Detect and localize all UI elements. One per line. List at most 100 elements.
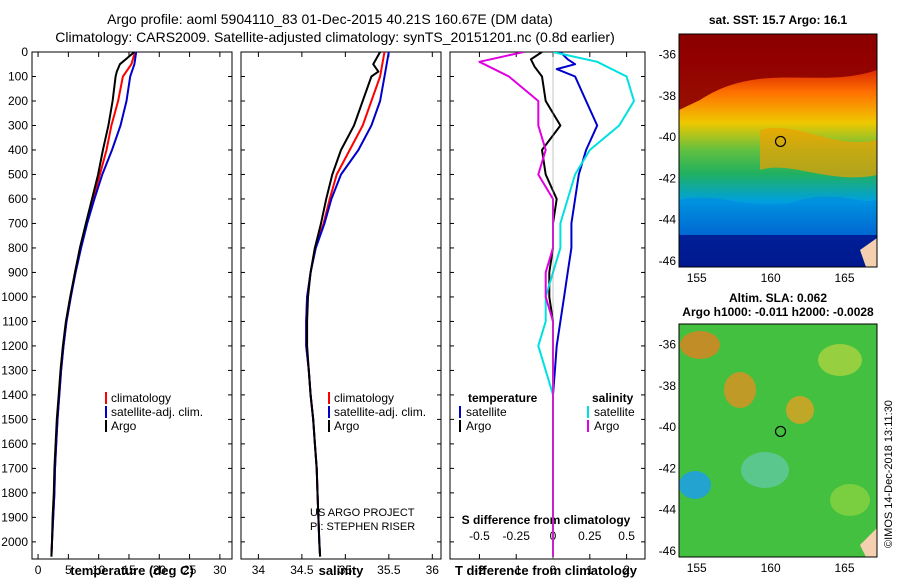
depth-tick-label: 0 (21, 45, 28, 59)
x-tick-label: -1 (511, 563, 522, 577)
legend-t-satellite-label: satellite (466, 405, 507, 419)
s-tick-label: -0.25 (503, 529, 531, 543)
sla-lon-labels: 155 160 165 (687, 561, 855, 575)
lat-tick-label: -46 (659, 544, 677, 558)
sst-warm-tongue (760, 127, 877, 178)
lon-tick-label: 160 (761, 561, 781, 575)
temperature-x-ticks: 0 5 10 15 20 25 30 (35, 52, 227, 577)
series-line-argo (306, 52, 381, 557)
x-tick-label: 36 (426, 563, 440, 577)
x-tick-label: 15 (122, 563, 136, 577)
lat-tick-label: -44 (659, 213, 677, 227)
lat-tick-label: -42 (659, 171, 677, 185)
x-tick-label: 35 (339, 563, 353, 577)
depth-tick-label: 1800 (1, 486, 28, 500)
sla-mid-blob (830, 484, 870, 516)
depth-tick-label: 1900 (1, 510, 28, 524)
x-tick-label: 30 (213, 563, 227, 577)
x-tick-label: -2 (474, 563, 485, 577)
legend-t-argo-label: Argo (466, 419, 492, 433)
lat-tick-label: -38 (659, 89, 677, 103)
sst-map (678, 33, 878, 268)
depth-tick-label: 1000 (1, 290, 28, 304)
imos-timestamp: ©IMOS 14-Dec-2018 13:11:30 (883, 400, 895, 548)
sst-warm-region (679, 34, 877, 110)
sla-high-blob (680, 331, 720, 359)
depth-tick-label: 500 (8, 167, 28, 181)
figure-title-line1: Argo profile: aoml 5904110_83 01-Dec-201… (107, 11, 553, 27)
legend-climatology-label: climatology (334, 391, 394, 405)
s-tick-label: -0.5 (469, 529, 490, 543)
s-tick-label: 0.25 (578, 529, 602, 543)
temperature-xlabel: temperature (deg C) (70, 563, 194, 578)
figure-title-line2: Climatology: CARS2009. Satellite-adjuste… (55, 29, 615, 45)
x-tick-label: 5 (65, 563, 72, 577)
x-tick-label: 20 (153, 563, 167, 577)
lon-tick-label: 155 (687, 271, 707, 285)
lat-tick-label: -40 (659, 130, 677, 144)
credit-project: US ARGO PROJECT (310, 507, 415, 519)
depth-axis-ticks (32, 51, 645, 543)
legend-temperature-heading: temperature (468, 391, 538, 405)
sla-float-marker (774, 425, 787, 438)
legend-satellite-label: satellite-adj. clim. (111, 405, 203, 419)
difference-series (478, 52, 635, 559)
x-tick-label: 34.5 (290, 563, 314, 577)
legend-satellite-label: satellite-adj. clim. (334, 405, 426, 419)
salinity-legend: climatology satellite-adj. clim. Argo (328, 391, 426, 433)
lon-tick-label: 160 (761, 271, 781, 285)
sla-land (860, 528, 877, 557)
sst-float-marker (774, 135, 787, 148)
sst-map-title: sat. SST: 15.7 Argo: 16.1 (709, 13, 848, 27)
depth-tick-label: 2000 (1, 535, 28, 549)
sst-cool-band (679, 196, 877, 235)
x-tick-label: 0 (550, 563, 557, 577)
difference-xlabel: T difference from climatology (455, 563, 638, 578)
sst-cold-region (679, 235, 877, 267)
depth-tick-label: 1300 (1, 363, 28, 377)
lon-tick-label: 165 (834, 271, 854, 285)
sla-high-blob (724, 372, 756, 408)
depth-tick-label: 100 (8, 69, 28, 83)
difference-s-ticks: -0.5 -0.25 0 0.25 0.5 (469, 529, 635, 543)
depth-tick-label: 1400 (1, 388, 28, 402)
depth-axis-labels: 0 100 200 300 400 500 600 700 800 900 1000 1100 1200… (1, 45, 28, 549)
x-tick-label: 0 (35, 563, 42, 577)
temperature-series (50, 52, 138, 557)
depth-tick-label: 700 (8, 216, 28, 230)
s-tick-label: 0.5 (618, 529, 635, 543)
difference-legend: temperature satellite Argo salinity sate… (459, 391, 635, 433)
depth-tick-label: 200 (8, 94, 28, 108)
temperature-panel-frame (31, 51, 233, 560)
depth-tick-label: 1500 (1, 412, 28, 426)
salinity-xlabel: salinity (319, 563, 365, 578)
legend-s-satellite-label: satellite (594, 405, 635, 419)
depth-tick-label: 1100 (2, 314, 28, 328)
legend-argo-label: Argo (334, 419, 360, 433)
lat-tick-label: -42 (659, 461, 677, 475)
depth-tick-label: 400 (8, 143, 28, 157)
lat-tick-label: -36 (659, 338, 677, 352)
legend-argo-label: Argo (111, 419, 137, 433)
sla-map-title2: Argo h1000: -0.011 h2000: -0.0028 (682, 305, 874, 319)
x-tick-label: 25 (183, 563, 197, 577)
lat-tick-label: -36 (659, 48, 677, 62)
sla-high-blob (786, 396, 814, 424)
depth-tick-label: 800 (8, 241, 28, 255)
x-tick-label: 2 (623, 563, 630, 577)
legend-climatology-label: climatology (111, 391, 171, 405)
sla-map-frame (678, 323, 878, 558)
depth-tick-label: 600 (8, 192, 28, 206)
series-line-argo (50, 52, 136, 557)
lon-tick-label: 155 (687, 561, 707, 575)
depth-tick-label: 1600 (1, 437, 28, 451)
sla-lat-labels: -36 -38 -40 -42 -44 -46 (659, 338, 677, 558)
lat-tick-label: -46 (659, 254, 677, 268)
temperature-legend: climatology satellite-adj. clim. Argo (105, 391, 203, 433)
salinity-panel-frame (240, 51, 442, 560)
salinity-x-ticks: 34 34.5 35 35.5 36 (252, 52, 440, 577)
sla-map-title1: Altim. SLA: 0.062 (729, 291, 827, 305)
x-tick-label: 10 (92, 563, 106, 577)
